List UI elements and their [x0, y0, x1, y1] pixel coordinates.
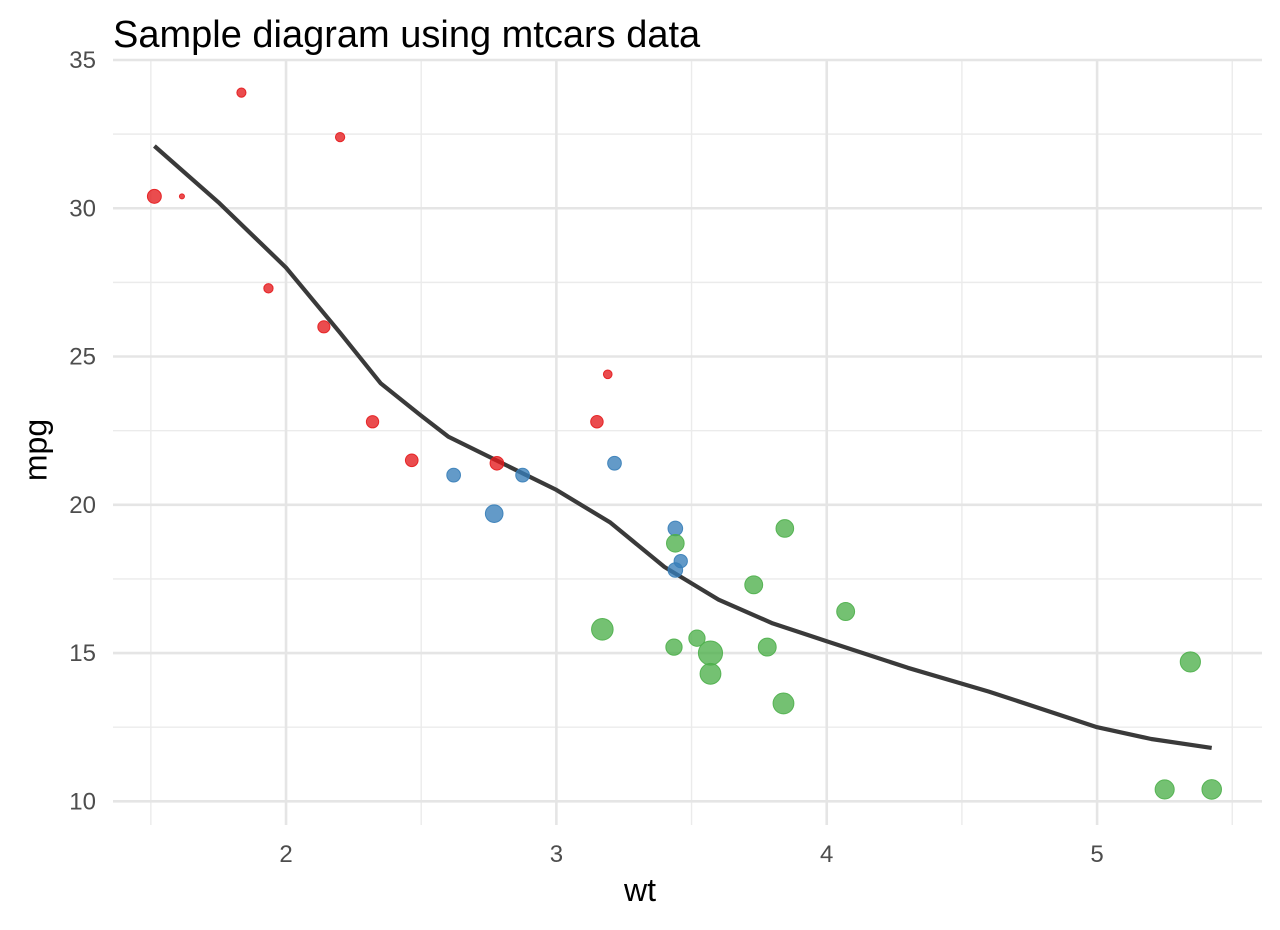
y-axis-label: mpg — [17, 418, 54, 482]
x-tick-label: 4 — [820, 841, 833, 868]
data-point — [1201, 779, 1222, 800]
points-layer — [146, 87, 1222, 800]
y-tick-label: 10 — [69, 788, 96, 815]
data-point — [699, 662, 722, 685]
x-tick-label: 2 — [279, 841, 292, 868]
data-point — [667, 520, 684, 537]
data-point — [697, 640, 724, 666]
y-tick-label: 30 — [69, 195, 96, 222]
data-point — [607, 455, 622, 471]
tick-labels: 2 3 4 5 10 15 20 25 30 35 — [69, 47, 1103, 868]
data-point — [404, 453, 419, 468]
x-axis-label: wt — [624, 872, 656, 908]
data-point — [688, 629, 706, 647]
data-point — [236, 87, 247, 98]
data-point — [334, 131, 346, 143]
data-point — [515, 467, 530, 483]
x-tick-label: 5 — [1090, 841, 1103, 868]
data-point — [263, 283, 274, 294]
data-point — [666, 533, 685, 553]
data-point — [590, 414, 604, 429]
chart-title: Sample diagram using mtcars data — [113, 14, 701, 56]
y-tick-label: 25 — [69, 344, 96, 371]
y-tick-label: 15 — [69, 640, 96, 667]
data-point — [446, 467, 461, 483]
data-point — [1154, 779, 1175, 800]
y-tick-label: 20 — [69, 492, 96, 519]
data-point — [484, 504, 504, 523]
data-point — [317, 320, 331, 334]
data-point — [665, 638, 683, 656]
y-tick-label: 35 — [69, 47, 96, 74]
grid-layer — [113, 58, 1262, 825]
data-point — [489, 455, 505, 471]
data-point — [146, 188, 162, 204]
data-point — [775, 519, 795, 538]
data-point — [836, 602, 856, 621]
x-tick-label: 3 — [550, 841, 563, 868]
data-point — [744, 575, 764, 595]
data-point — [365, 415, 380, 429]
data-point — [1179, 651, 1201, 673]
data-point — [591, 618, 614, 641]
data-point — [178, 193, 185, 200]
smooth-line-layer — [153, 144, 1213, 750]
data-point — [602, 369, 613, 380]
data-point — [757, 637, 777, 657]
smooth-trend-line — [153, 144, 1213, 750]
data-point — [772, 692, 795, 715]
data-point — [667, 562, 684, 578]
